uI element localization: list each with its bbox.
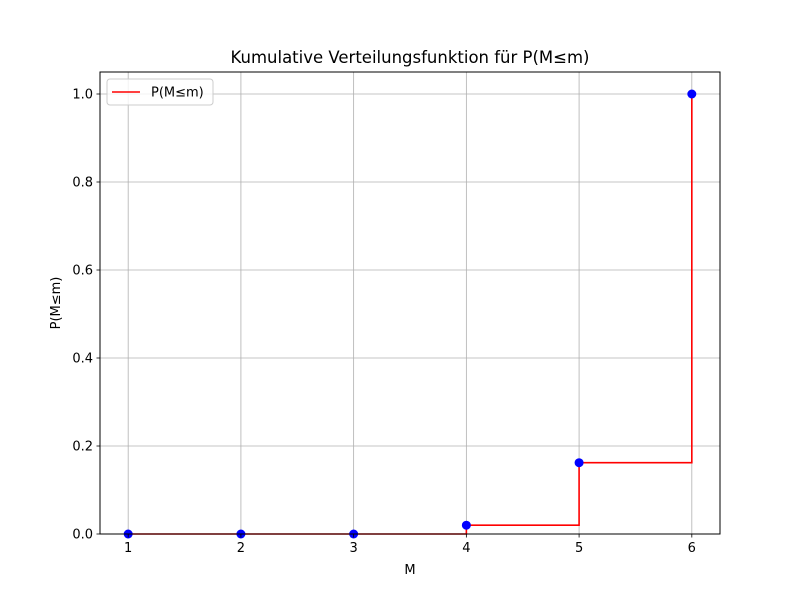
y-tick-label: 0.4: [72, 352, 93, 367]
chart-title: Kumulative Verteilungsfunktion für P(M≤m…: [231, 48, 590, 67]
cdf-data-point: [687, 89, 697, 99]
y-tick-label: 0.8: [72, 176, 93, 191]
legend-box: [106, 78, 214, 106]
y-tick-label: 0.2: [72, 440, 93, 455]
cdf-data-point: [461, 520, 471, 530]
x-tick-label: 3: [349, 541, 357, 556]
y-tick-label: 1.0: [72, 88, 93, 103]
x-tick-label: 6: [688, 541, 696, 556]
y-axis-label: P(M≤m): [49, 277, 64, 330]
x-axis-label: M: [404, 563, 415, 578]
x-tick-label: 4: [462, 541, 470, 556]
y-tick-label: 0.0: [72, 528, 93, 543]
legend-label: P(M≤m): [151, 86, 204, 101]
x-tick-label: 2: [237, 541, 245, 556]
x-tick-label: 5: [575, 541, 583, 556]
cdf-data-point: [574, 458, 584, 468]
axis-ticks: 1 2 3 4 5 6 0.0 0.2 0.4 0.6 0.8 1.0: [72, 88, 696, 557]
legend: P(M≤m): [106, 78, 214, 106]
axes-frame: [99, 71, 721, 535]
x-tick-label: 1: [124, 541, 132, 556]
grid-lines: [100, 72, 720, 535]
y-tick-label: 0.6: [72, 264, 93, 279]
